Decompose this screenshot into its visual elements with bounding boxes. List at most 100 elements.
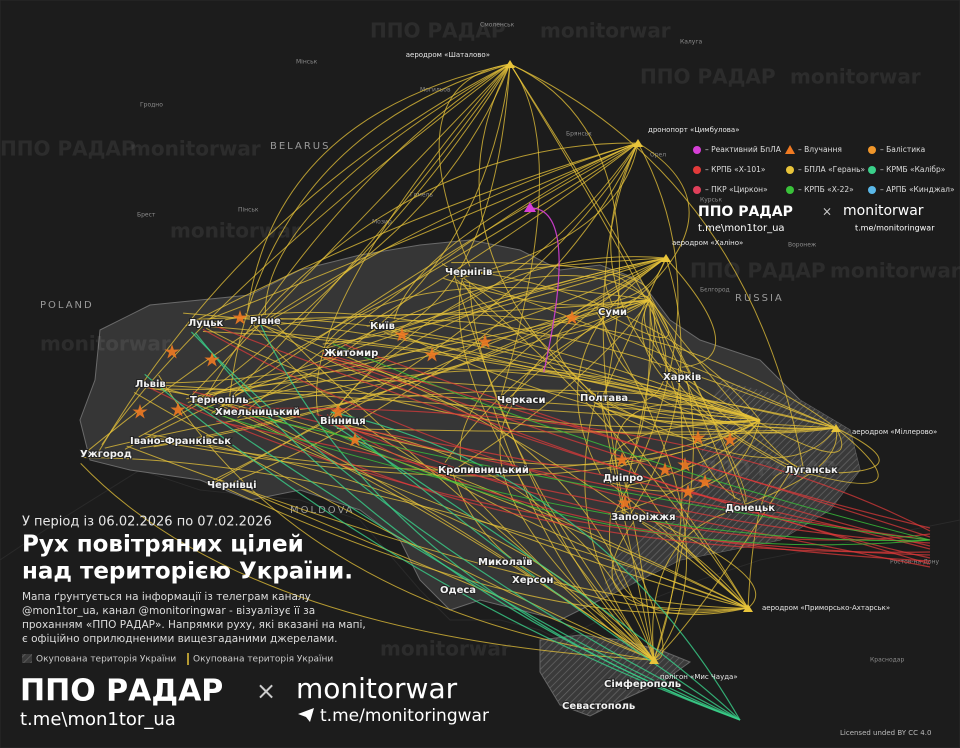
flight-track <box>391 63 511 333</box>
airfield-label: аеродром «Халіно» <box>672 239 743 247</box>
flight-track <box>595 402 761 440</box>
flight-track <box>500 63 540 399</box>
city-label: Чернігів <box>445 267 492 278</box>
watermark: ППО РАДАР <box>640 65 776 89</box>
occupied-territory <box>600 380 860 600</box>
place-label: Курськ <box>700 197 722 204</box>
flight-track <box>140 381 749 609</box>
legend-swatch <box>786 166 794 174</box>
flight-track <box>643 299 799 469</box>
country-label: POLAND <box>40 300 94 311</box>
description-line: проханням «ППО РАДАР». Напрямки руху, як… <box>22 619 366 631</box>
flight-track <box>594 299 667 406</box>
hit-marker <box>722 432 738 447</box>
flight-track <box>330 411 741 721</box>
flight-track <box>231 405 931 553</box>
airfield-marker <box>661 254 671 262</box>
flight-track <box>322 257 667 345</box>
flight-track <box>594 397 837 429</box>
flight-track <box>236 369 761 421</box>
hit-marker <box>690 430 706 445</box>
occupied-legend: Окупована територія України <box>36 655 176 665</box>
flight-track <box>340 423 655 661</box>
watermark: ППО РАДАР <box>370 19 506 43</box>
flight-track <box>459 257 667 461</box>
city-label: Київ <box>370 320 395 332</box>
info-panel: У період із 06.02.2026 по 07.02.2026 Рух… <box>20 515 931 738</box>
city-label: Харків <box>663 372 701 383</box>
flight-track <box>272 313 837 429</box>
flight-track <box>96 63 511 455</box>
place-label: Мінськ <box>296 59 318 66</box>
flight-track <box>223 407 931 532</box>
place-label: Воронеж <box>788 242 817 249</box>
flight-track <box>322 352 931 538</box>
place-label: Мозир <box>372 219 392 226</box>
description-line: Мапа ґрунтується на інформації із телегр… <box>22 591 311 603</box>
flight-track <box>331 419 761 466</box>
hit-marker <box>677 457 693 472</box>
airfield-label: дронопорт «Цимбулова» <box>648 126 740 134</box>
flight-track <box>594 299 670 339</box>
hit-marker <box>424 347 440 362</box>
flight-track <box>451 262 651 301</box>
legend-swatch <box>786 186 794 194</box>
place-label: Краснодар <box>870 657 904 664</box>
airfield-label: аеродром «Шаталово» <box>406 51 490 59</box>
flight-track <box>612 142 690 318</box>
flight-track <box>190 331 741 721</box>
legend-label: – КРПБ «Х-22» <box>798 185 854 194</box>
place-label: Гомель <box>410 192 433 199</box>
flight-track <box>509 63 736 499</box>
legend-label: – Реактивний БпЛА <box>705 145 782 154</box>
hit-marker <box>697 474 713 489</box>
flight-track <box>199 142 639 324</box>
watermark: monitorwar <box>130 137 261 161</box>
watermark: monitorwar <box>790 65 921 89</box>
city-label: Сімферополь <box>604 678 681 690</box>
flight-track <box>202 330 761 421</box>
description-line: є офіційно оприлюдненими вищезгаданими д… <box>22 633 338 645</box>
flight-track <box>393 142 639 320</box>
legend-label: – КРМБ «Калібр» <box>880 165 946 174</box>
legend-swatch <box>693 186 701 194</box>
flight-track <box>610 142 662 368</box>
flight-track <box>126 445 749 609</box>
flight-track <box>386 333 761 421</box>
flight-track <box>328 356 931 547</box>
watermark: monitorwar <box>40 332 171 356</box>
legend-label: – БПЛА «Герань» <box>798 165 866 174</box>
flight-track <box>237 142 639 419</box>
flight-track <box>256 322 749 609</box>
flight-track <box>369 319 837 434</box>
flight-track <box>747 472 783 609</box>
flight-track <box>264 63 511 316</box>
city-label: Львів <box>135 379 166 390</box>
legend-swatch <box>693 146 701 154</box>
airfield-label: аеродром «Приморсько-Ахтарськ» <box>762 604 890 612</box>
city-label: Луцьк <box>188 318 224 329</box>
hit-marker <box>477 334 493 349</box>
hit-marker <box>614 452 630 467</box>
city-label: Севастополь <box>562 701 635 712</box>
telegram-icon <box>298 708 314 722</box>
flight-track <box>556 299 651 402</box>
city-label: Суми <box>598 307 627 318</box>
flight-track <box>649 299 741 501</box>
flight-track <box>326 256 667 420</box>
watermark: monitorwar <box>380 637 511 661</box>
flight-track <box>144 373 741 721</box>
city-label: Хмельницький <box>215 407 300 418</box>
flight-track <box>457 268 761 421</box>
flight-track <box>460 142 639 279</box>
flight-track <box>649 299 802 468</box>
flight-track <box>609 513 749 616</box>
brand-monitorwar: monitorwar <box>296 672 458 705</box>
flight-track <box>251 322 749 609</box>
legend-swatch <box>785 145 795 154</box>
brand-times: × <box>256 677 276 705</box>
flight-track <box>368 142 639 323</box>
flight-track <box>315 63 511 416</box>
flight-track <box>80 463 655 661</box>
